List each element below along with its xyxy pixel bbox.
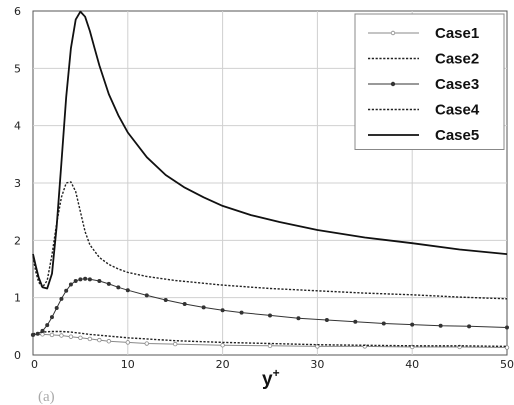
data-point [220, 343, 225, 348]
legend-marker [390, 30, 396, 36]
series-layer [30, 10, 510, 350]
series-line [32, 330, 508, 348]
data-point [125, 340, 130, 345]
data-point [296, 316, 301, 321]
caption-fragment: (a) [38, 389, 55, 405]
data-point [438, 323, 443, 328]
data-point [106, 281, 111, 286]
data-point [64, 288, 69, 293]
data-point [267, 313, 272, 318]
data-point [239, 310, 244, 315]
y-tick-label: 4 [14, 120, 21, 133]
x-axis-ticks: 0 10 20 30 40 50 [31, 358, 514, 371]
data-point [201, 305, 206, 310]
data-point [68, 282, 73, 287]
data-point [30, 332, 35, 337]
y-tick-label: 3 [14, 177, 21, 190]
x-tick-label: 0 [31, 358, 38, 371]
data-point [97, 279, 102, 284]
data-point [172, 341, 178, 347]
series-line [32, 10, 508, 290]
data-point [87, 336, 93, 342]
data-point [106, 339, 112, 344]
x-tick-label: 10 [121, 358, 135, 371]
legend-entry: Case5 [368, 127, 479, 144]
legend-label: Case4 [435, 102, 480, 119]
y-tick-label: 0 [14, 349, 21, 362]
data-point [73, 279, 78, 284]
data-point [267, 343, 273, 349]
legend-entry: Case3 [368, 76, 479, 93]
data-point [144, 293, 149, 298]
data-point [40, 332, 45, 337]
legend-box [354, 13, 505, 150]
data-point [381, 321, 386, 326]
data-point [410, 322, 415, 327]
series-case5 [32, 10, 508, 290]
legend-entry: Case1 [368, 25, 479, 42]
data-point [49, 315, 54, 320]
legend-label: Case2 [435, 51, 479, 68]
x-axis-label-superscript: + [273, 366, 280, 380]
y-tick-label: 5 [14, 62, 21, 75]
legend: Case1 Case2 Case3 Case4 Case5 [354, 13, 505, 150]
data-point [182, 301, 187, 306]
legend-label: Case1 [435, 25, 479, 42]
data-point [68, 334, 74, 339]
data-point [45, 323, 50, 328]
series-case1 [30, 332, 510, 350]
y-axis-ticks: 0 1 2 3 4 5 6 [14, 5, 21, 362]
data-point [353, 319, 358, 324]
data-point [144, 341, 149, 346]
data-point [54, 305, 59, 310]
data-point [35, 331, 40, 336]
y-tick-label: 6 [14, 5, 21, 18]
legend-marker [390, 81, 396, 87]
data-point [78, 277, 83, 282]
legend-label: Case3 [435, 76, 479, 93]
series-case2 [32, 330, 508, 348]
data-point [163, 297, 168, 302]
data-point [87, 277, 92, 282]
legend-entry: Case2 [368, 51, 479, 68]
data-point [49, 332, 55, 338]
legend-entry: Case4 [368, 102, 480, 119]
x-tick-label: 20 [216, 358, 230, 371]
data-point [504, 345, 510, 350]
data-point [467, 324, 472, 329]
series-case4 [32, 181, 508, 300]
data-point [40, 328, 45, 333]
x-tick-label: 50 [500, 358, 514, 371]
data-point [59, 333, 64, 338]
data-point [504, 325, 509, 330]
y-tick-label: 2 [14, 234, 21, 247]
data-point [324, 318, 329, 323]
x-axis-label: y+ [262, 366, 280, 390]
data-point [125, 288, 130, 293]
x-axis-label-base: y [262, 369, 273, 390]
data-point [59, 296, 64, 301]
data-point [97, 337, 102, 343]
data-point [78, 335, 83, 340]
data-point [83, 276, 88, 281]
series-case3 [30, 276, 509, 337]
x-tick-label: 30 [310, 358, 324, 371]
legend-label: Case5 [435, 127, 479, 144]
data-point [220, 308, 225, 313]
series-line [32, 181, 508, 300]
x-tick-label: 40 [405, 358, 419, 371]
y-tick-label: 1 [14, 292, 21, 305]
data-point [116, 285, 121, 290]
